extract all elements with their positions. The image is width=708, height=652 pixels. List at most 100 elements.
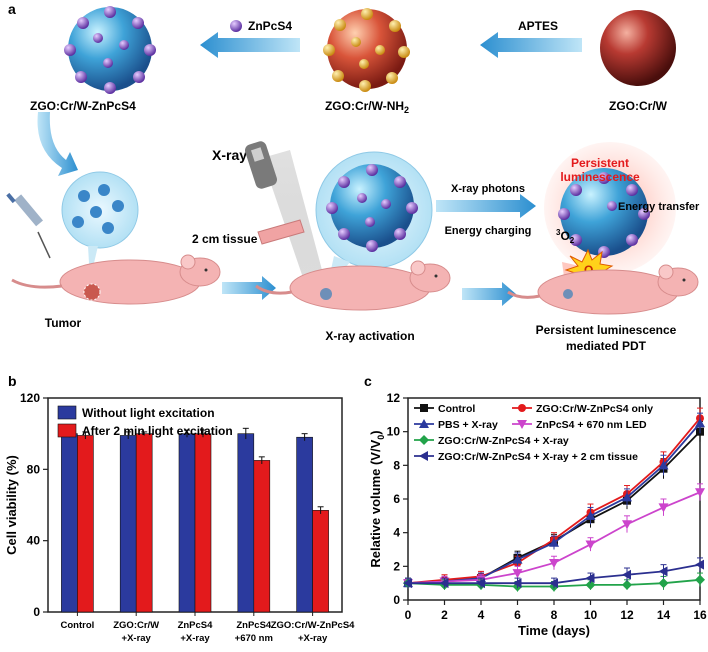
- y-tick-label: 10: [387, 425, 401, 439]
- x-tick-label: ZnPcS4: [178, 620, 214, 631]
- legend-marker: [419, 435, 429, 445]
- chart-b: 0 40 80 120 Cell viability (%) Control ZGO:Cr/…: [4, 391, 355, 644]
- data-point: [585, 579, 596, 590]
- step-arrow-2-icon: [462, 282, 516, 306]
- y-axis-label: Cell viability (%): [4, 455, 19, 555]
- x-tick-label: ZGO:Cr/W: [113, 620, 159, 631]
- x-tick-label: +X-ray: [298, 633, 328, 644]
- x-tick-label: 10: [584, 608, 598, 622]
- panel-c-label: c: [364, 373, 372, 389]
- activation-bubble-icon: [315, 151, 433, 292]
- y-tick-label: 4: [393, 526, 400, 540]
- panel-a: a ZGO:Cr/W APTES ZGO:Cr/W-NH2 ZnPcS: [6, 1, 700, 353]
- data-point: [585, 510, 596, 520]
- panel-b-label: b: [8, 373, 17, 389]
- aptes-arrow-icon: [480, 32, 582, 58]
- x-tick-label: 12: [620, 608, 634, 622]
- mouse-pdt-icon: [507, 264, 699, 315]
- y-axis-label: Relative volume (V/V0): [368, 430, 386, 567]
- legend-label: ZGO:Cr/W-ZnPcS4 only: [536, 403, 653, 415]
- label-xray-photons: X-ray photons: [451, 183, 525, 195]
- data-point: [622, 492, 632, 502]
- y-axis-label-main: Relative volume (V/V: [368, 439, 383, 567]
- nanoparticle-bubble-icon: [61, 171, 139, 280]
- panel-a-label: a: [8, 1, 16, 17]
- label-xray-source: X-ray: [212, 147, 247, 163]
- zgo-crw-sphere-icon: [600, 10, 676, 86]
- data-point: [476, 578, 485, 589]
- znpcs4-arrow-icon: [200, 20, 300, 58]
- tissue-slab-icon: [257, 219, 305, 245]
- data-point: [695, 418, 705, 428]
- label-xray-activation: X-ray activation: [325, 329, 414, 343]
- legend-marker: [518, 404, 526, 412]
- y-tick-label: 2: [393, 559, 400, 573]
- y-axis-label-end: ): [368, 430, 383, 434]
- label-persistent-1: Persistent: [571, 156, 629, 170]
- label-pdt-1: Persistent luminescence: [536, 323, 677, 337]
- legend-label: After 2 min light excitation: [82, 424, 233, 438]
- chart-c: 0 2 4 6 8 10 12 0 2 4 6 8 10 12 14 16 Time (days) Relativ…: [368, 391, 707, 638]
- zgo-nh2-sphere-icon: [323, 8, 410, 92]
- y-tick-label: 12: [387, 391, 401, 405]
- x-tick-label: +670 nm: [235, 633, 273, 644]
- y-axis-label-sub: 0: [376, 435, 386, 440]
- data-point: [695, 559, 704, 570]
- label-energy-charging: Energy charging: [445, 225, 532, 237]
- step-arrow-1-icon: [222, 276, 276, 300]
- bar: [237, 433, 255, 613]
- data-point: [658, 503, 669, 513]
- bar: [77, 435, 94, 613]
- label-pdt-2: mediated PDT: [566, 339, 647, 353]
- legend-label: Control: [438, 403, 475, 415]
- y-tick-label: 40: [27, 534, 41, 548]
- znpcs4-molecule-icon: [230, 20, 242, 32]
- bar: [61, 433, 78, 613]
- data-point: [512, 554, 523, 564]
- x-tick-label: 2: [441, 608, 448, 622]
- persistent-glow-icon: [544, 142, 676, 292]
- zgo-znpcs4-sphere-icon: [64, 6, 156, 94]
- data-point: [622, 569, 631, 580]
- data-point: [512, 578, 522, 589]
- label-zgo-nh2: ZGO:Cr/W-NH2: [325, 99, 409, 115]
- x-tick-label: +X-ray: [122, 633, 152, 644]
- y-tick-label: 6: [393, 492, 400, 506]
- data-point: [403, 578, 412, 589]
- bar: [253, 460, 271, 613]
- data-point: [622, 520, 632, 530]
- bar: [296, 436, 313, 613]
- syringe-icon: [6, 192, 51, 259]
- x-tick-label: 14: [657, 608, 671, 622]
- panel-c: c 0 2 4 6 8 10 12 0 2 4 6 8 10 12 14 16 Time (days) Relat…: [364, 373, 707, 638]
- label-zgo-znpcs4: ZGO:Cr/W-ZnPcS4: [30, 99, 136, 113]
- label-o2-triplet: 3O2: [556, 228, 575, 245]
- x-tick-label: 6: [514, 608, 521, 622]
- bar: [135, 433, 153, 613]
- legend-marker: [420, 404, 428, 412]
- x-axis-label: Time (days): [518, 623, 590, 638]
- data-point: [622, 579, 632, 590]
- label-tissue: 2 cm tissue: [192, 232, 258, 246]
- x-tick-label: +X-ray: [180, 633, 210, 644]
- legend-marker: [517, 420, 527, 429]
- x-tick-label: 0: [405, 608, 412, 622]
- data-point: [658, 460, 669, 470]
- x-tick-label: ZGO:Cr/W-ZnPcS4: [271, 620, 355, 631]
- y-tick-label: 80: [27, 462, 41, 476]
- data-point: [549, 537, 559, 547]
- legend-marker: [419, 419, 429, 428]
- curved-arrow-icon: [37, 112, 78, 176]
- legend-swatch: [57, 423, 77, 438]
- legend-label: ZnPcS4 + 670 nm LED: [536, 419, 647, 431]
- x-tick-label: 16: [693, 608, 707, 622]
- energy-arrow-icon: [436, 194, 536, 218]
- data-point: [658, 566, 668, 577]
- bar: [312, 510, 329, 613]
- x-tick-label: 4: [478, 608, 485, 622]
- data-point: [585, 540, 596, 550]
- label-persistent-2: luminescence: [560, 170, 640, 184]
- y-tick-label: 120: [20, 391, 40, 405]
- x-tick-label: ZnPcS4: [236, 620, 272, 631]
